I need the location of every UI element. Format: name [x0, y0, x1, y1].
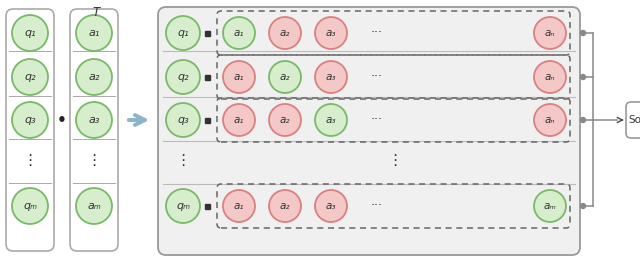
Circle shape — [12, 15, 48, 51]
Text: a₃: a₃ — [326, 28, 336, 38]
Text: aₙ: aₙ — [545, 72, 556, 82]
Text: qₘ: qₘ — [23, 201, 37, 211]
Circle shape — [223, 104, 255, 136]
FancyBboxPatch shape — [70, 9, 118, 251]
Text: aₘ: aₘ — [87, 201, 101, 211]
Text: ···: ··· — [371, 27, 383, 39]
Circle shape — [166, 189, 200, 223]
Circle shape — [76, 59, 112, 95]
Text: T: T — [92, 6, 100, 19]
Text: a₁: a₁ — [234, 201, 244, 211]
Text: q₂: q₂ — [24, 72, 36, 82]
Circle shape — [166, 16, 200, 50]
Text: a₁: a₁ — [234, 115, 244, 125]
Text: a₁: a₁ — [234, 72, 244, 82]
Text: ⋮: ⋮ — [387, 153, 402, 168]
Text: ···: ··· — [371, 114, 383, 127]
Circle shape — [580, 204, 586, 209]
Text: q₁: q₁ — [24, 28, 36, 38]
FancyBboxPatch shape — [626, 102, 640, 138]
Text: ⋮: ⋮ — [86, 153, 102, 168]
Text: qₘ: qₘ — [176, 201, 190, 211]
Circle shape — [269, 104, 301, 136]
Circle shape — [12, 59, 48, 95]
Text: ⋮: ⋮ — [22, 153, 38, 168]
Text: a₂: a₂ — [88, 72, 100, 82]
Text: q₁: q₁ — [177, 28, 189, 38]
Text: q₃: q₃ — [24, 115, 36, 125]
Circle shape — [269, 190, 301, 222]
Circle shape — [580, 31, 586, 36]
Circle shape — [534, 190, 566, 222]
Circle shape — [76, 15, 112, 51]
Text: ⋮: ⋮ — [175, 153, 191, 168]
Text: aₙ: aₙ — [545, 115, 556, 125]
Text: aₙ: aₙ — [545, 28, 556, 38]
Circle shape — [223, 17, 255, 49]
Text: a₂: a₂ — [280, 115, 291, 125]
Text: a₃: a₃ — [326, 72, 336, 82]
Text: aₘ: aₘ — [543, 201, 556, 211]
Text: ···: ··· — [371, 70, 383, 83]
Circle shape — [166, 60, 200, 94]
Circle shape — [315, 17, 347, 49]
FancyBboxPatch shape — [158, 7, 580, 255]
Circle shape — [12, 188, 48, 224]
Circle shape — [12, 102, 48, 138]
Text: a₁: a₁ — [234, 28, 244, 38]
Circle shape — [534, 104, 566, 136]
Text: q₃: q₃ — [177, 115, 189, 125]
Text: a₁: a₁ — [88, 28, 100, 38]
Text: a₂: a₂ — [280, 72, 291, 82]
Text: a₂: a₂ — [280, 201, 291, 211]
Circle shape — [76, 102, 112, 138]
Circle shape — [223, 190, 255, 222]
Circle shape — [223, 61, 255, 93]
Bar — [205, 118, 209, 123]
Text: Softmax: Softmax — [628, 115, 640, 125]
Circle shape — [580, 118, 586, 123]
Circle shape — [315, 61, 347, 93]
Circle shape — [315, 190, 347, 222]
Circle shape — [76, 188, 112, 224]
Text: a₃: a₃ — [88, 115, 100, 125]
Circle shape — [315, 104, 347, 136]
Bar — [205, 74, 209, 79]
Text: a₃: a₃ — [326, 115, 336, 125]
Circle shape — [166, 103, 200, 137]
Circle shape — [269, 61, 301, 93]
Text: a₂: a₂ — [280, 28, 291, 38]
Text: ···: ··· — [371, 200, 383, 213]
Text: •: • — [57, 113, 67, 128]
Circle shape — [534, 17, 566, 49]
Bar — [205, 31, 209, 36]
Text: q₂: q₂ — [177, 72, 189, 82]
Text: a₃: a₃ — [326, 201, 336, 211]
Circle shape — [534, 61, 566, 93]
Circle shape — [580, 74, 586, 79]
Circle shape — [269, 17, 301, 49]
FancyBboxPatch shape — [6, 9, 54, 251]
Bar — [205, 204, 209, 209]
